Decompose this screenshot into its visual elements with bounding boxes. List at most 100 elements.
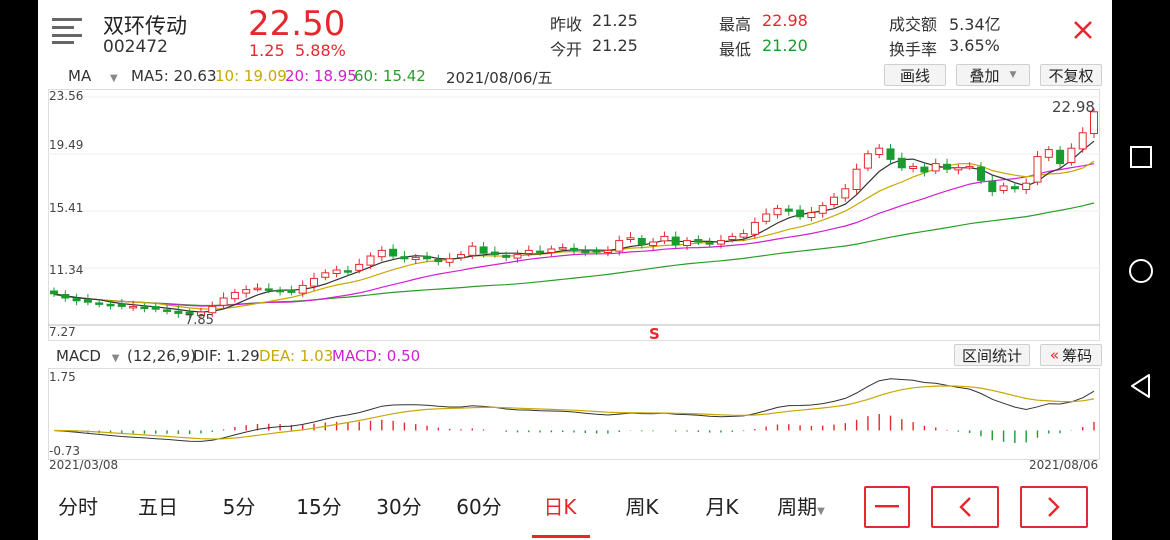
tab-5min[interactable]: 5分 <box>222 495 256 519</box>
macd-chart[interactable] <box>48 368 1100 460</box>
ma10-line <box>53 160 1095 310</box>
candle-body <box>1022 182 1031 190</box>
candle-body <box>660 235 669 242</box>
candle-body <box>230 291 239 300</box>
candle-body <box>332 269 341 274</box>
tab-daily-k[interactable]: 日K <box>543 495 577 519</box>
candle-body <box>117 303 126 307</box>
tab-30min[interactable]: 30分 <box>376 495 422 519</box>
low-value: 21.20 <box>762 36 808 55</box>
back-icon[interactable] <box>1129 373 1153 403</box>
tab-monthly-k[interactable]: 月K <box>705 495 739 519</box>
recent-apps-icon[interactable] <box>1129 145 1153 173</box>
candle-body <box>423 255 431 260</box>
tab-five-day[interactable]: 五日 <box>138 495 178 519</box>
screen-left-edge <box>0 0 38 540</box>
candle-body <box>841 188 850 199</box>
candle-body <box>389 248 398 257</box>
candle-body <box>671 236 680 246</box>
candle-body <box>490 251 499 256</box>
range-stat-button[interactable]: 区间统计 <box>954 344 1030 366</box>
draw-line-label: 画线 <box>899 66 930 85</box>
candle-body <box>95 302 104 305</box>
candle-body <box>163 309 171 312</box>
kline-ytick-2: 15.41 <box>49 201 84 215</box>
chevron-left-icon <box>959 497 971 517</box>
candle-body <box>536 250 545 254</box>
candle-body <box>954 167 963 171</box>
candle-body <box>558 247 567 250</box>
candle-body <box>1067 147 1076 164</box>
macd-selector[interactable]: MACD ▼ <box>56 347 119 365</box>
candle-body <box>852 168 861 190</box>
stock-name: 双环传动 <box>103 14 187 38</box>
system-nav-bar <box>1112 0 1170 540</box>
candle-body <box>479 246 488 254</box>
candle-body <box>343 270 352 273</box>
candle-body <box>784 208 793 212</box>
tab-period[interactable]: 周期▼ <box>771 491 831 520</box>
ma20-value: 20: 18.95 <box>285 67 357 85</box>
candle-body <box>140 306 149 310</box>
move-right-button[interactable] <box>1020 486 1088 528</box>
tab-period-caret-icon: ▼ <box>817 506 825 517</box>
candle-body <box>581 250 590 254</box>
minus-icon <box>875 505 899 508</box>
candle-body <box>807 212 816 218</box>
kline-ytick-1: 19.49 <box>49 138 84 152</box>
candle-body <box>106 303 115 307</box>
open-value: 21.25 <box>592 36 638 55</box>
date-end: 2021/08/06 <box>1029 458 1099 472</box>
ma-selector[interactable]: MA ▼ <box>68 67 118 85</box>
candle-body <box>1010 186 1019 190</box>
ma10-value: 10: 19.09 <box>215 67 287 85</box>
sell-signal: S <box>649 325 660 343</box>
ma-selector-caret-icon: ▼ <box>109 73 118 84</box>
home-icon[interactable] <box>1128 258 1154 288</box>
candle-body <box>151 306 160 310</box>
prev-close-label: 昨收 <box>550 15 583 34</box>
tab-weekly-k[interactable]: 周K <box>625 495 659 519</box>
candle-body <box>457 254 465 259</box>
candle-body <box>321 272 330 278</box>
kline-ytick-3: 11.34 <box>49 263 84 277</box>
kline-chart[interactable] <box>48 89 1100 341</box>
tab-15min[interactable]: 15分 <box>296 495 342 519</box>
move-left-button[interactable] <box>931 486 999 528</box>
candle-body <box>208 305 217 314</box>
tab-60min[interactable]: 60分 <box>456 495 502 519</box>
menu-icon[interactable] <box>52 16 82 44</box>
candle-body <box>377 249 386 258</box>
candle-body <box>83 299 92 303</box>
candle-body <box>863 153 872 169</box>
draw-line-button[interactable]: 画线 <box>884 64 946 86</box>
macd-ytick-top: 1.75 <box>49 370 76 384</box>
candle-body <box>1033 156 1042 183</box>
chips-button[interactable]: « 筹码 <box>1040 344 1102 366</box>
close-icon[interactable] <box>1073 20 1093 40</box>
adjust-button[interactable]: 不复权 <box>1040 64 1102 86</box>
tab-intraday[interactable]: 分时 <box>58 495 98 519</box>
candle-body <box>264 288 273 291</box>
chips-arrow-icon: « <box>1049 346 1060 364</box>
candle-body <box>649 241 658 246</box>
price-change: 1.25 <box>249 41 285 60</box>
candle-body <box>773 207 782 216</box>
overlay-button[interactable]: 叠加 ▼ <box>956 64 1030 86</box>
zoom-out-button[interactable] <box>864 486 910 528</box>
candle-body <box>988 180 997 193</box>
candle-body <box>615 240 624 252</box>
candle-body <box>592 250 601 253</box>
macd-value: MACD: 0.50 <box>332 347 421 365</box>
candle-body <box>875 147 884 156</box>
macd-selector-label: MACD <box>56 347 101 365</box>
kline-ytick-4: 7.27 <box>49 325 76 339</box>
candle-body <box>513 254 522 259</box>
candle-body <box>830 196 838 205</box>
kline-svg <box>48 89 1100 341</box>
candle-body <box>739 233 748 238</box>
low-label: 最低 <box>719 40 752 59</box>
candle-body <box>750 221 759 235</box>
candle-body <box>366 255 375 266</box>
candle-body <box>626 237 635 241</box>
